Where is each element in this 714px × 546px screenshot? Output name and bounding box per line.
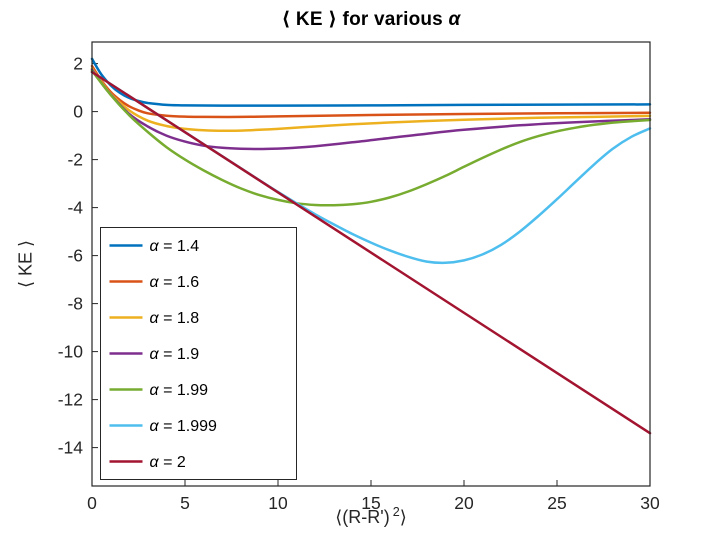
x-axis-label-pre: ⟨(R-R') [335,507,390,527]
legend-label-alpha-2: α = 2 [150,454,186,471]
series-line-alpha-1.9 [90,68,652,151]
series-line-alpha-1.6 [90,64,652,119]
y-tick-label: -14 [58,438,84,458]
x-axis-label-post: ⟩ [399,507,407,527]
x-tick-label: 25 [547,493,566,513]
legend-label-alpha-1.6: α = 1.6 [150,274,200,291]
x-axis-label: ⟨(R-R') 2⟩ [92,505,650,528]
x-tick-label: 30 [640,493,660,513]
legend-label-alpha-1.999: α = 1.999 [150,418,218,435]
y-axis-label: ⟨ KE ⟩ [15,239,36,289]
legend-label-alpha-1.99: α = 1.99 [150,382,209,399]
y-tick-label: -10 [58,342,84,362]
series-line-alpha-1.4 [90,57,652,107]
y-tick-label: -12 [58,390,83,410]
x-tick-label: 5 [180,493,190,513]
y-tick-label: 2 [73,54,83,74]
chart-title-text: ⟨ KE ⟩ for various [281,9,449,30]
x-tick-label: 15 [361,493,380,513]
x-tick-label: 20 [454,493,474,513]
y-tick-label: -4 [67,198,83,218]
x-tick-label: 10 [268,493,288,513]
x-axis-label-exponent: 2 [392,505,400,519]
axes-box [91,41,651,487]
chart-title: ⟨ KE ⟩ for various α [92,8,650,31]
y-tick-label: 0 [73,102,83,122]
legend-label-alpha-1.4: α = 1.4 [150,238,200,255]
series-line-alpha-2 [90,70,652,435]
series-line-alpha-1.99 [90,69,652,207]
series-line-alpha-1.8 [90,67,652,133]
x-tick-label: 0 [87,493,97,513]
legend-label-alpha-1.9: α = 1.9 [150,346,200,363]
y-tick-label: -2 [67,150,83,170]
y-tick-label: -8 [67,294,83,314]
alpha-symbol: α [448,9,461,30]
legend-label-alpha-1.8: α = 1.8 [150,310,200,327]
y-tick-label: -6 [67,246,83,266]
